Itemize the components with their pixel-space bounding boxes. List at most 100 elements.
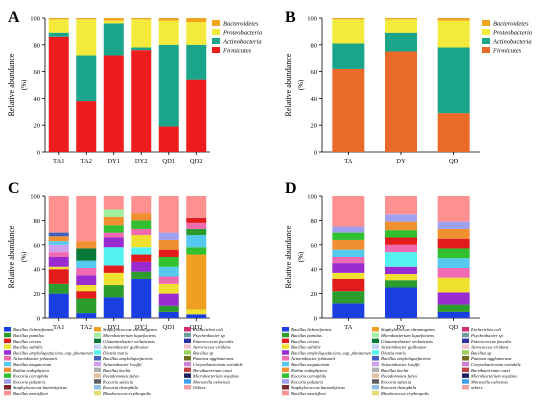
x-tick-label: DY (396, 158, 406, 165)
bar-segment (48, 283, 69, 294)
species-swatch (94, 390, 101, 396)
species-swatch (282, 379, 289, 384)
species-swatch (282, 390, 289, 396)
bar-segment (385, 280, 417, 288)
bar-segment (437, 311, 470, 318)
species-swatch (462, 356, 469, 361)
species-label: Aerococcus viridans (192, 345, 231, 350)
species-label: Rothia endophytica (12, 368, 50, 373)
bar-segment (103, 285, 124, 298)
species-label: Bacillus cereus (13, 339, 41, 344)
x-tick-label: TA2 (81, 324, 92, 331)
bar-segment (76, 260, 97, 268)
species-swatch (4, 356, 11, 361)
y-tick-label: 100 (307, 16, 317, 23)
bar-segment (131, 247, 152, 255)
bar-segment (48, 19, 69, 33)
bar-segment (131, 196, 152, 214)
species-label: Bacillus kochii (103, 368, 131, 373)
x-tick-label: QD2 (190, 324, 203, 331)
bar-segment (437, 228, 470, 239)
legend-swatch (482, 47, 490, 53)
bar-segment (131, 50, 152, 152)
species-swatch (94, 385, 101, 390)
species-label: Bacillus pumilus (291, 333, 322, 338)
bar-segment (437, 267, 470, 278)
bar-segment (103, 20, 124, 24)
species-swatch (372, 361, 379, 367)
y-tick-label: 40 (311, 267, 318, 274)
species-swatch (282, 361, 289, 367)
y-tick-label: 20 (311, 291, 318, 298)
x-tick-label: DY1 (107, 324, 120, 331)
species-label: Bacillus kochii (381, 368, 409, 373)
y-axis-label: Relative abundance (284, 225, 293, 288)
species-label: Bacillus cereus (291, 339, 319, 344)
species-label: Pantoea agglomerans (470, 356, 512, 361)
bar-segment (332, 232, 365, 240)
panel-label: D (285, 180, 297, 197)
bar-segment (385, 214, 417, 222)
bar-segment (48, 232, 69, 237)
species-swatch (282, 327, 289, 332)
bar-segment (103, 232, 124, 238)
y-axis-unit: (%) (297, 251, 305, 262)
species-swatch (372, 327, 379, 332)
bar-segment (158, 266, 179, 277)
panel-b: B 0 20 40 60 80 100 Relative abundance (%) TA DY QD… (284, 9, 532, 165)
bar-segment (332, 257, 365, 264)
bar-segment (158, 257, 179, 267)
species-swatch (372, 350, 379, 355)
species-label: Kocuria salsicia (380, 379, 412, 384)
species-label: Moraxella osloensis (192, 379, 230, 384)
bar-segment (186, 235, 207, 248)
species-swatch (372, 379, 379, 384)
species-swatch (4, 390, 11, 396)
species-swatch (372, 373, 379, 378)
species-label: Acinetobacter guillouiae (102, 345, 149, 350)
bar-segment (103, 209, 124, 217)
species-swatch (94, 361, 101, 367)
species-label: Others (193, 385, 206, 390)
bar-segment (186, 254, 207, 310)
species-swatch (4, 361, 11, 367)
species-label: Acinetobacter johnsonii (12, 356, 58, 361)
species-label: Acinetobacter guillouiae (380, 345, 427, 350)
x-tick-label: QD2 (190, 158, 203, 165)
species-label: Staphylococcus chromogenes (103, 327, 157, 332)
species-label: Bacillus subtilis (291, 345, 321, 350)
species-swatch (462, 344, 469, 349)
x-tick-label: TA1 (53, 324, 64, 331)
bar-segment (186, 228, 207, 236)
species-swatch (282, 373, 289, 378)
legend-swatch (212, 29, 220, 35)
bar-segment (385, 266, 417, 275)
bar-segment (76, 285, 97, 292)
species-swatch (184, 332, 191, 338)
bar-segment (131, 261, 152, 272)
bar-segment (131, 213, 152, 221)
legend-label: Proteobacteria (222, 30, 262, 37)
species-swatch (4, 379, 11, 384)
species-swatch (462, 361, 469, 367)
bar-segment (48, 244, 69, 253)
species-label: others (471, 385, 483, 390)
bar-segment (158, 239, 179, 250)
species-swatch (282, 350, 289, 355)
species-label: Aerococcus viridans (470, 345, 509, 350)
bar-segment (103, 272, 124, 286)
bar-segment (76, 248, 97, 261)
species-label: Kocuria carniphila (290, 374, 327, 379)
species-label: Microbacterium liquefaciens (380, 333, 434, 338)
species-label: Dietzia maris (380, 350, 406, 355)
bar-segment (76, 55, 97, 102)
bar-segment (186, 18, 207, 23)
species-swatch (282, 385, 289, 390)
bar-segment (385, 244, 417, 253)
bar-segment (103, 247, 124, 266)
bar-segment (186, 217, 207, 223)
species-swatch (184, 373, 191, 378)
panel-d: D 0 20 40 60 80 100 Relative abundance (%) TA DY QD (284, 180, 480, 331)
bar-segment (437, 20, 470, 48)
bar-segment (385, 237, 417, 245)
